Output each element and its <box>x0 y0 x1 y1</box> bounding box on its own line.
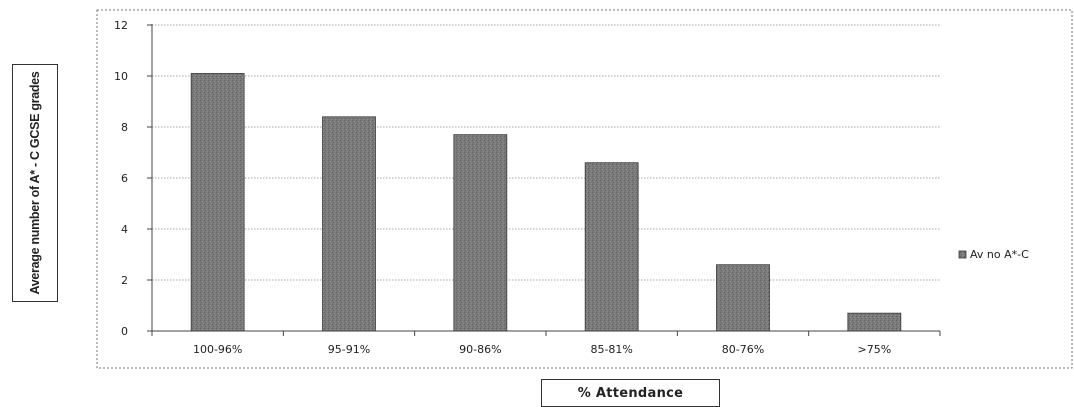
bars <box>190 73 902 332</box>
bar <box>847 312 902 332</box>
y-tick-label: 12 <box>114 19 128 32</box>
bar <box>584 162 639 332</box>
x-tick-label: 85-81% <box>590 343 632 356</box>
y-axis-title-box: Average number of A* - C GCSE grades <box>12 64 58 302</box>
bar <box>322 116 376 332</box>
bar <box>190 73 245 332</box>
y-tick-label: 10 <box>114 70 128 83</box>
legend-swatch <box>958 250 967 259</box>
y-tick-label: 8 <box>121 121 128 134</box>
axes <box>147 24 941 336</box>
tick-labels: 0 2 4 6 8 10 12 100-96% 95-91% 90-86% 85-81% 80-76%… <box>114 19 891 356</box>
gridlines <box>152 24 940 281</box>
y-tick-label: 2 <box>121 274 128 287</box>
y-tick-label: 0 <box>121 325 128 338</box>
x-tick-label: 95-91% <box>328 343 370 356</box>
x-axis-title: % Attendance <box>577 386 684 401</box>
legend: Av no A*-C <box>958 248 1029 261</box>
chart-frame <box>96 9 1073 369</box>
x-tick-label: 80-76% <box>722 343 764 356</box>
y-tick-label: 6 <box>121 172 128 185</box>
legend-label: Av no A*-C <box>970 248 1029 261</box>
x-axis-title-box: % Attendance <box>541 379 720 407</box>
x-tick-label: 100-96% <box>193 343 242 356</box>
bar <box>716 264 770 332</box>
y-tick-label: 4 <box>121 223 128 236</box>
y-axis-title: Average number of A* - C GCSE grades <box>28 71 42 295</box>
x-tick-label: >75% <box>857 343 891 356</box>
bar <box>453 134 508 332</box>
x-tick-label: 90-86% <box>459 343 501 356</box>
